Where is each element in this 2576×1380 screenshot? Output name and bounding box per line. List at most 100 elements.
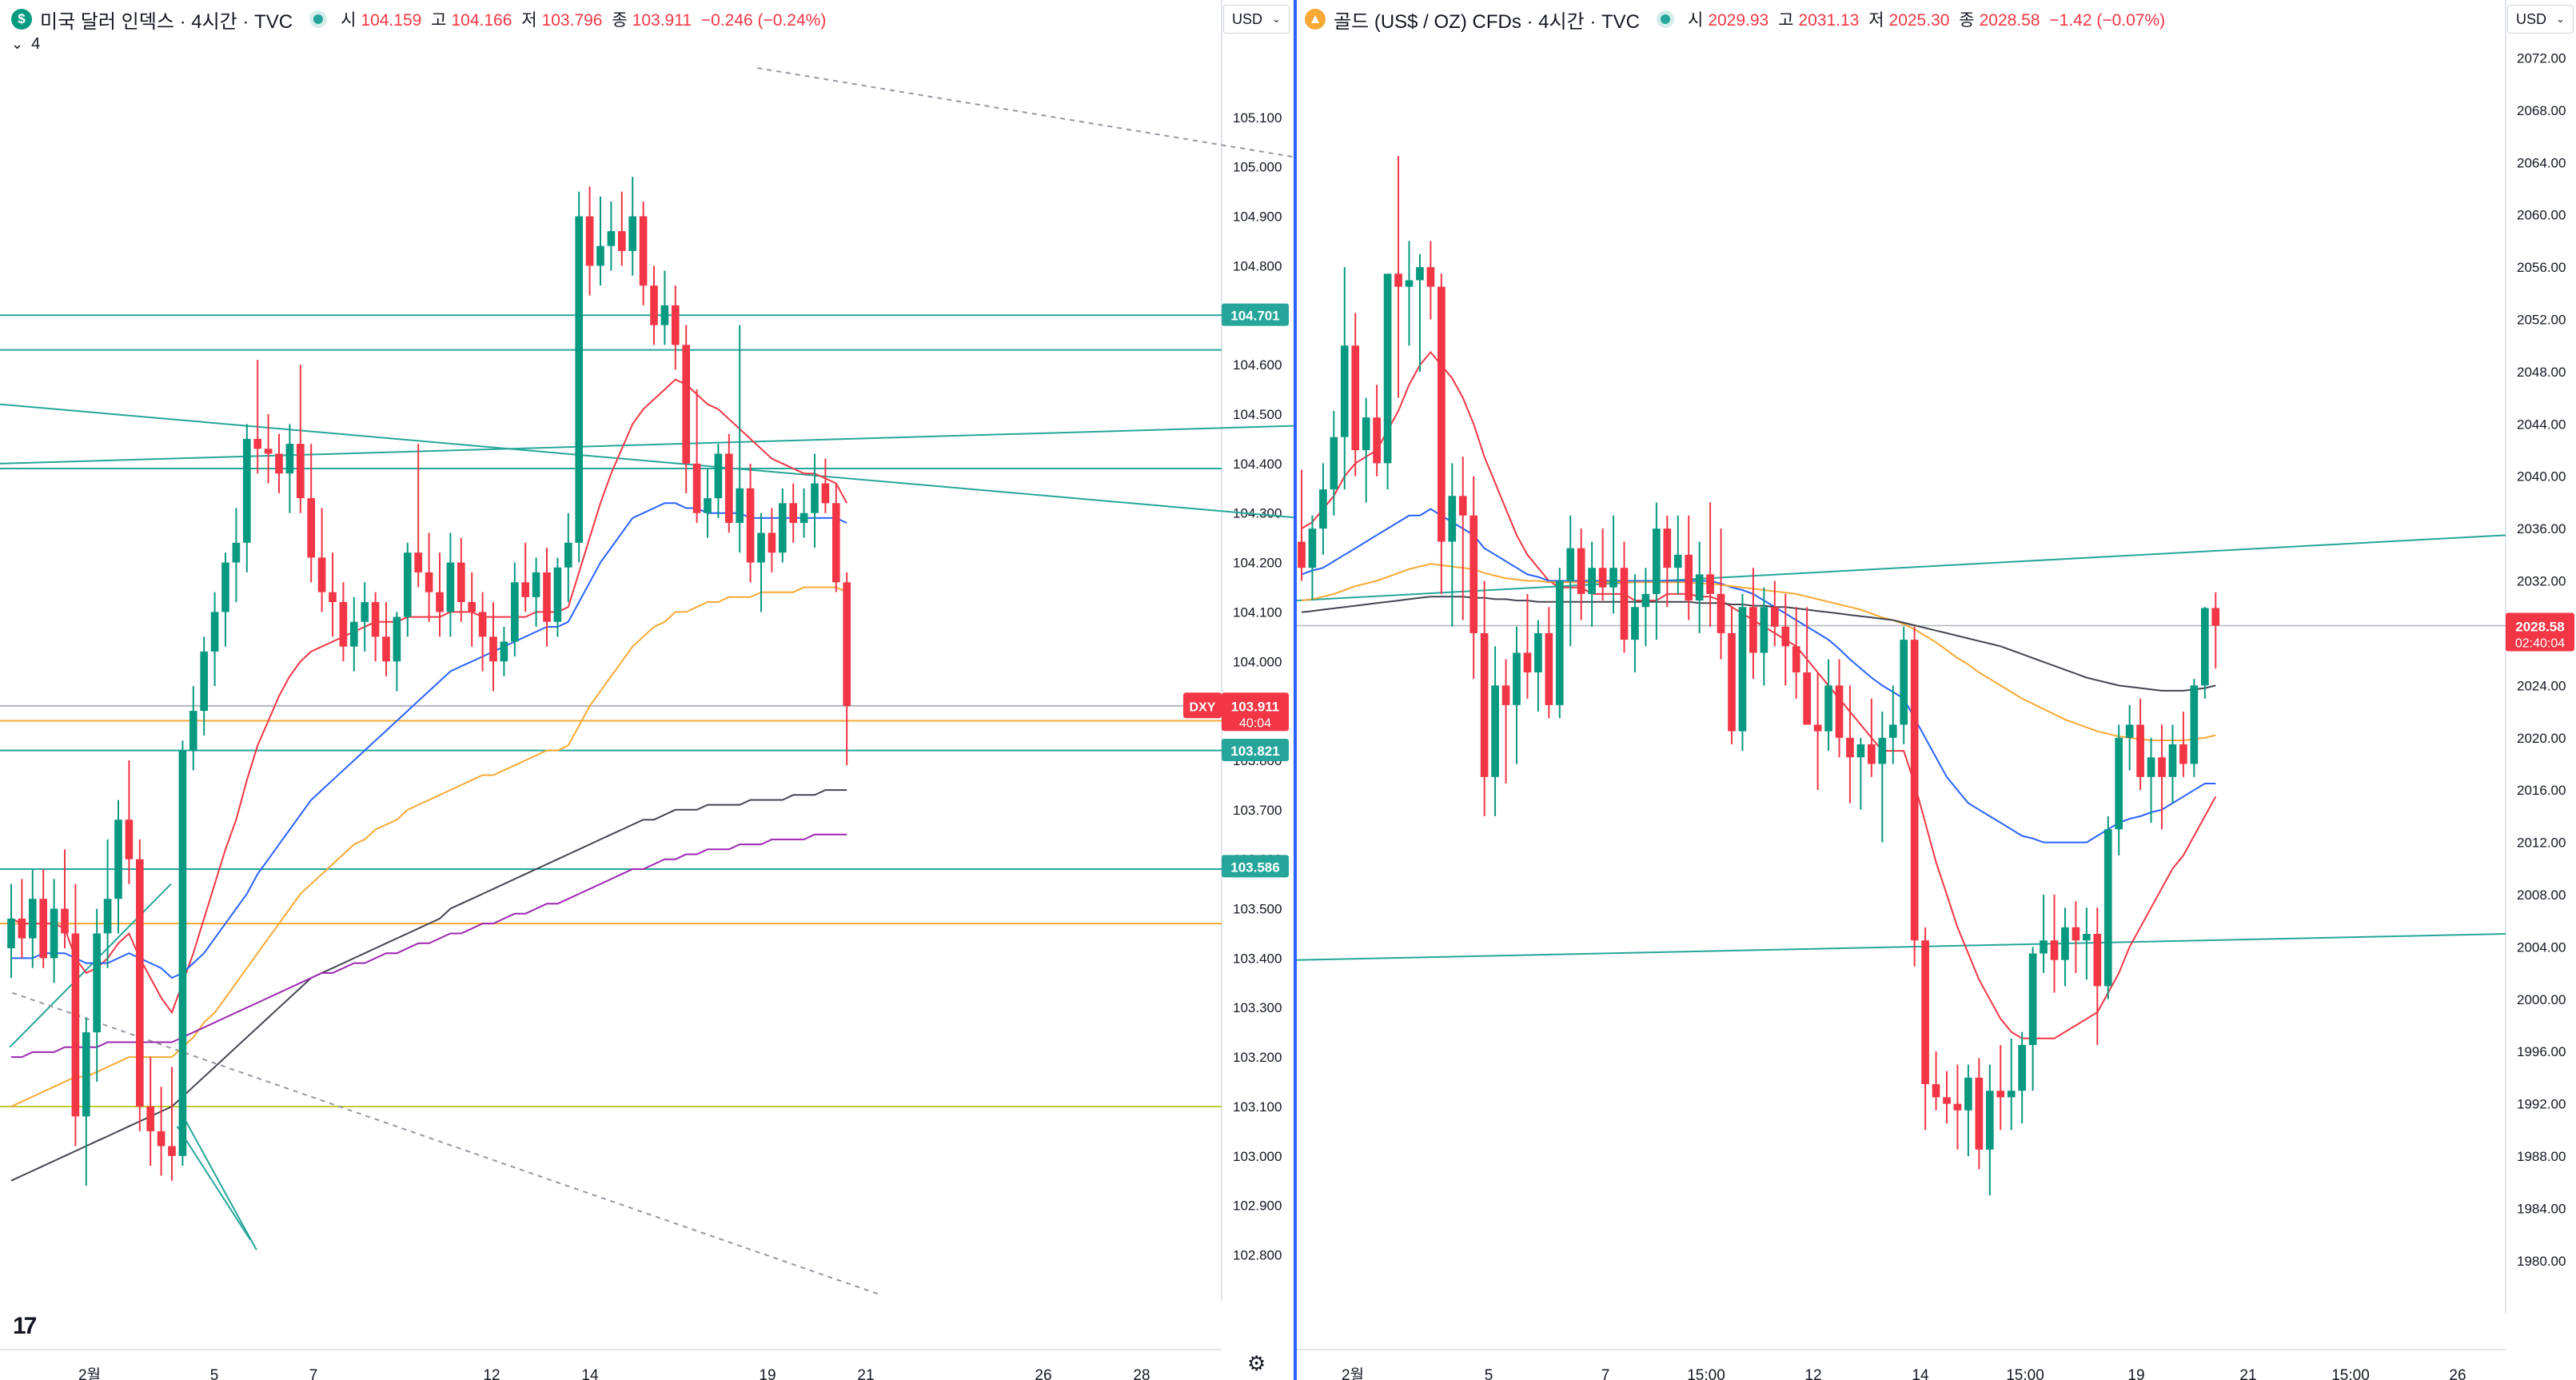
trend-line <box>757 67 1294 158</box>
candle-body <box>1653 528 1661 594</box>
gold-ohlc: 시 2029.93 고 2031.13 저 2025.30 종 2028.58 −1.4… <box>1688 7 2170 31</box>
price-axis-label: 2004.00 <box>2517 939 2566 955</box>
candle-body <box>2072 927 2080 941</box>
candle-body <box>264 449 273 454</box>
candle-body <box>660 305 669 325</box>
close-label: 종 <box>1959 11 1975 30</box>
time-axis-label: 19 <box>759 1367 776 1380</box>
time-axis-label: 21 <box>2239 1367 2256 1380</box>
price-badge <box>1222 738 1289 761</box>
time-axis-label: 14 <box>1912 1367 1929 1380</box>
dxy-chart-canvas[interactable]: 105.100105.000104.900104.800104.700104.6… <box>0 0 1294 1380</box>
candle-body <box>596 245 604 266</box>
trend-line <box>1297 933 2506 961</box>
candle-body <box>2211 608 2220 626</box>
candle-body <box>843 582 851 706</box>
candle-body <box>724 453 733 524</box>
high-value: 104.166 <box>451 11 512 30</box>
trend-line <box>9 883 172 1048</box>
change-value: −0.246 (−0.24%) <box>700 11 827 30</box>
candle-body <box>2007 1091 2016 1098</box>
price-axis-label: 1996.00 <box>2517 1044 2566 1059</box>
high-label: 고 <box>1778 11 1794 30</box>
price-badge <box>1222 303 1289 326</box>
candle-body <box>585 216 594 266</box>
candle-body <box>2093 934 2102 987</box>
gold-chart-pane[interactable]: 2072.00 2068.00 2064.00 2060.00 2056.00 2052.… <box>1297 0 2576 1380</box>
candle-body <box>414 552 423 572</box>
time-axis-label: 2월 <box>1342 1366 1364 1380</box>
candle-body <box>478 612 487 637</box>
dxy-ohlc: 시 104.159 고 104.166 저 103.796 종 103.911 −0.2… <box>341 7 831 31</box>
time-axis-label: 12 <box>483 1367 500 1380</box>
dxy-chart-pane[interactable]: 105.100105.000104.900104.800104.700104.6… <box>0 0 1297 1380</box>
candle-body <box>7 918 15 949</box>
candle-body <box>1545 632 1553 705</box>
candle-body <box>2190 685 2199 764</box>
candle-body <box>1781 626 1790 647</box>
candle-body <box>1770 607 1779 627</box>
last-price-value: 103.911 <box>1231 699 1280 714</box>
candle-body <box>361 602 369 622</box>
candle-body <box>1469 515 1478 633</box>
price-axis-label: 104.800 <box>1233 258 1282 273</box>
price-axis-label: 103.000 <box>1233 1149 1282 1164</box>
currency-select[interactable]: USD ⌄ <box>2507 5 2574 34</box>
dxy-legend: $ 미국 달러 인덱스 · 4시간 · TVC 시 104.159 고 104.16… <box>11 5 831 34</box>
tradingview-logo-icon[interactable]: 17 <box>13 1313 37 1339</box>
candle-body <box>778 503 787 553</box>
candle-body <box>39 899 48 959</box>
candle-body <box>1416 267 1424 281</box>
candle-body <box>1448 496 1457 542</box>
candle-body <box>1609 568 1617 588</box>
price-axis-label: 105.100 <box>1233 110 1282 126</box>
market-open-dot-icon <box>313 14 324 24</box>
last-price-badge <box>2506 612 2574 652</box>
candle-body <box>168 1146 176 1156</box>
price-axis-label: 2044.00 <box>2517 417 2566 432</box>
candle-body <box>210 612 219 652</box>
candle-body <box>2136 724 2144 777</box>
time-axis-label: 14 <box>581 1367 599 1380</box>
time-axis-label: 2월 <box>78 1366 101 1380</box>
candle-body <box>1438 286 1446 542</box>
price-axis-label: 103.300 <box>1233 1000 1282 1015</box>
candle-body <box>329 592 337 603</box>
candle-body <box>1943 1097 1951 1104</box>
candle-body <box>1351 345 1360 451</box>
settings-gear-icon[interactable]: ⚙ <box>1247 1351 1266 1375</box>
price-axis-label: 104.500 <box>1233 407 1282 422</box>
candle-body <box>1501 685 1510 705</box>
candle-body <box>71 933 80 1117</box>
low-label: 저 <box>521 11 537 30</box>
candle-body <box>821 483 830 504</box>
low-label: 저 <box>1868 11 1884 30</box>
open-label: 시 <box>1688 11 1704 30</box>
currency-select[interactable]: USD ⌄ <box>1223 5 1290 34</box>
price-axis-label: 2036.00 <box>2517 521 2566 536</box>
price-axis-label: 103.500 <box>1233 902 1282 917</box>
candle-body <box>285 444 294 474</box>
price-axis-label: 2032.00 <box>2517 574 2566 589</box>
candle-body <box>1577 548 1585 594</box>
price-axis-label: 104.200 <box>1233 556 1282 571</box>
candle-body <box>436 592 444 612</box>
candle-body <box>1458 496 1467 516</box>
candle-body <box>18 918 26 939</box>
gold-chart-canvas[interactable]: 2072.00 2068.00 2064.00 2060.00 2056.00 2052.… <box>1297 0 2576 1380</box>
currency-label: USD <box>2516 10 2547 27</box>
candle-body <box>1383 273 1392 464</box>
dxy-title[interactable]: 미국 달러 인덱스 · 4시간 · TVC <box>40 10 293 33</box>
close-value: 103.911 <box>632 11 692 30</box>
price-axis-label: 103.200 <box>1233 1050 1282 1065</box>
candle-body <box>1975 1077 1984 1150</box>
candle-body <box>242 438 251 543</box>
candle-body <box>307 498 316 558</box>
candle-body <box>543 572 551 622</box>
gold-title[interactable]: 골드 (US$ / OZ) CFDs · 4시간 · TVC <box>1334 10 1640 33</box>
candle-body <box>500 641 508 662</box>
candle-body <box>2040 940 2048 954</box>
price-axis-label: 103.100 <box>1233 1099 1282 1115</box>
time-axis-label: 15:00 <box>2006 1367 2044 1380</box>
indicators-toggle[interactable]: ⌄ 4 <box>11 35 40 54</box>
